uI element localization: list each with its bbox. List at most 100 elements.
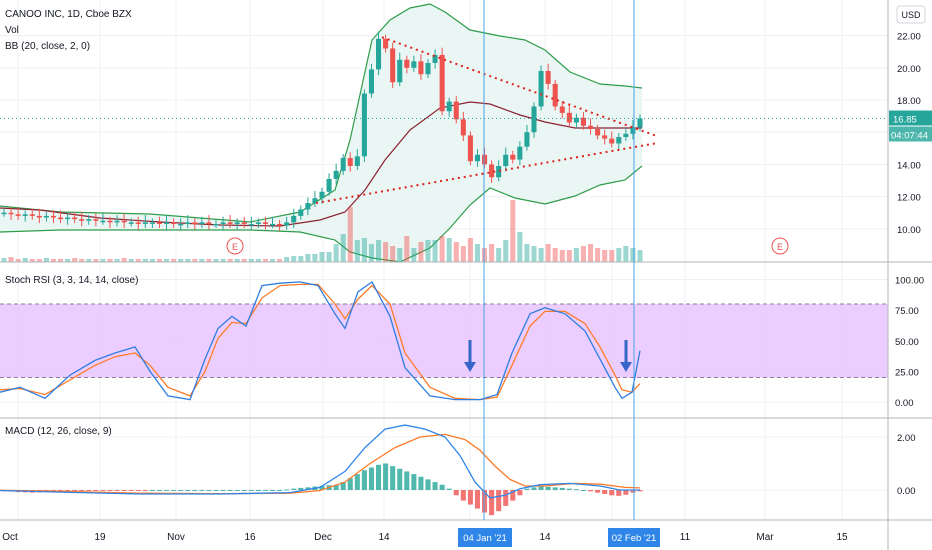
macd-histogram-bar (248, 490, 254, 491)
candle-body (93, 219, 99, 221)
time-tick-label: Mar (756, 532, 774, 543)
price-tick-label: 22.00 (897, 32, 921, 43)
candle-body (291, 215, 297, 223)
candle-body (439, 54, 445, 112)
candle-body (164, 222, 170, 224)
macd-histogram-bar (602, 490, 608, 494)
macd-histogram-bar (383, 463, 389, 490)
time-tick-label: 19 (94, 532, 106, 543)
volume-bar (305, 254, 311, 262)
macd-histogram-bar (573, 489, 579, 491)
stoch-tick-label: 100.00 (895, 276, 924, 287)
candle-body (573, 117, 579, 123)
stoch-tick-label: 50.00 (895, 337, 919, 348)
volume-bar (453, 242, 459, 262)
macd-histogram-bar (185, 490, 191, 491)
macd-histogram-bar (552, 487, 558, 490)
volume-bar (460, 246, 466, 262)
macd-histogram-bar (171, 490, 177, 491)
volume-bar (262, 259, 268, 262)
volume-bar (86, 259, 92, 262)
last-price-tag (889, 110, 932, 126)
candle-body (333, 170, 339, 179)
stoch-rsi-pane[interactable] (0, 280, 888, 401)
volume-bar (326, 252, 332, 262)
macd-histogram-bar (489, 490, 495, 516)
time-tick-label: 14 (539, 532, 551, 543)
volume-bar (333, 244, 339, 262)
currency-button[interactable] (896, 5, 926, 24)
candle-body (496, 166, 502, 178)
macd-histogram-bar (467, 490, 473, 505)
candle-body (178, 223, 184, 226)
candle-body (284, 222, 290, 226)
time-tick-label: 14 (378, 532, 390, 543)
candle-body (206, 222, 212, 224)
macd-histogram-bar (284, 489, 290, 491)
volume-bar (213, 259, 219, 262)
candle-body (446, 101, 452, 112)
candle-body (199, 222, 205, 224)
macd-histogram-bar (347, 478, 353, 490)
macd-histogram-bar (65, 490, 71, 492)
time-tick-label: 16 (244, 532, 256, 543)
volume-bar (616, 248, 622, 262)
candle-body (114, 220, 120, 223)
candle-body (326, 178, 332, 192)
macd-histogram-bar (206, 490, 212, 491)
volume-bar (65, 259, 71, 262)
macd-histogram-bar (517, 490, 523, 496)
candle-body (192, 222, 198, 224)
volume-bar (467, 238, 473, 262)
countdown-tag (889, 126, 932, 142)
macd-histogram-bar (262, 490, 268, 491)
price-tick-label: 14.00 (897, 160, 921, 171)
volume-bar (496, 248, 502, 262)
volume-bar (559, 250, 565, 262)
macd-histogram-bar (623, 490, 629, 495)
macd-histogram-bar (114, 490, 120, 491)
macd-histogram-bar (397, 468, 403, 490)
volume-bar (1, 258, 7, 262)
macd-histogram-bar (616, 490, 622, 496)
candle-body (397, 59, 403, 83)
volume-bar (376, 240, 382, 262)
macd-histogram-bar (559, 487, 565, 490)
macd-histogram-bar (93, 490, 99, 491)
macd-histogram-bar (531, 487, 537, 490)
macd-histogram-bar (354, 474, 360, 490)
candle-body (545, 71, 551, 84)
time-tick-label: Oct (2, 532, 18, 543)
volume-bar (489, 244, 495, 262)
macd-histogram-bar (418, 476, 424, 490)
macd-histogram-bar (128, 490, 134, 491)
macd-pane[interactable] (0, 424, 643, 516)
volume-bar (538, 248, 544, 262)
candle-body (503, 154, 509, 167)
currency-label: USD (901, 10, 921, 20)
candle-body (368, 69, 374, 94)
volume-bar (524, 244, 530, 262)
macd-histogram-bar (234, 490, 240, 491)
volume-bar (199, 259, 205, 262)
macd-histogram-bar (340, 482, 346, 490)
bollinger-lower (0, 165, 643, 263)
down-arrow-icon (464, 362, 476, 372)
candle-body (467, 135, 473, 162)
candle-body (305, 203, 311, 210)
down-arrow-icon (620, 362, 632, 372)
volume-bar (192, 259, 198, 262)
macd-histogram-bar (425, 479, 431, 490)
macd-histogram-bar (333, 484, 339, 490)
candle-body (298, 209, 304, 216)
macd-histogram-bar (432, 482, 438, 490)
macd-histogram-bar (390, 466, 396, 490)
macd-histogram-bar (192, 490, 198, 491)
candle-body (474, 154, 480, 162)
volume-bar (552, 248, 558, 262)
volume-bar (439, 236, 445, 262)
candle-body (580, 117, 586, 126)
